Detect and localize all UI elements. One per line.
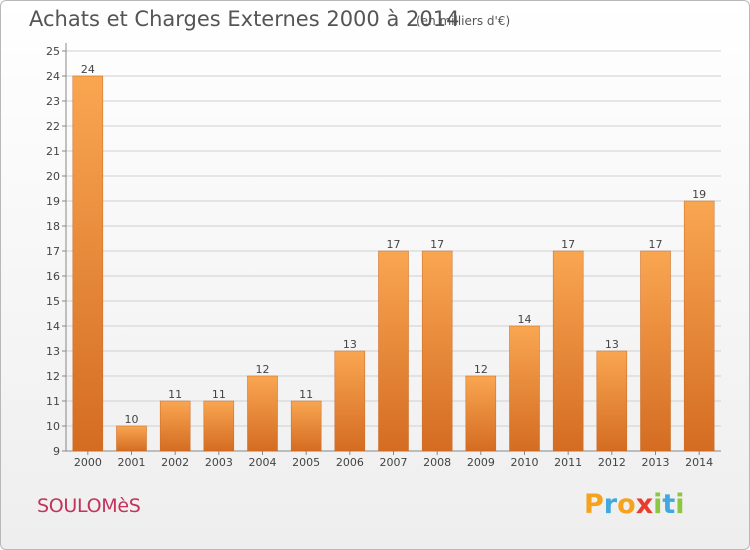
data-label-2012: 13 [605, 338, 619, 351]
x-tick-label-2012: 2012 [598, 456, 626, 469]
y-tick-label: 15 [46, 295, 60, 308]
y-tick-label: 11 [46, 395, 60, 408]
x-tick-label-2001: 2001 [118, 456, 146, 469]
x-tick-label-2003: 2003 [205, 456, 233, 469]
bar-2004 [247, 375, 278, 452]
x-tick-label-2013: 2013 [642, 456, 670, 469]
logo-letter: i [653, 489, 663, 520]
bar-2008 [421, 250, 453, 452]
bar-2000 [72, 75, 104, 452]
x-tick-label-2010: 2010 [511, 456, 539, 469]
labels: 9 10 11 12 13 14 15 16 17 18 19 20 21 22 23 24 25 24 2000 1… [46, 45, 713, 469]
data-label-2009: 12 [474, 363, 488, 376]
data-label-2008: 17 [430, 238, 444, 251]
y-tick-label: 17 [46, 245, 60, 258]
data-label-2004: 12 [256, 363, 270, 376]
bar-2010 [509, 325, 540, 452]
x-tick-label-2004: 2004 [249, 456, 277, 469]
y-tick-label: 14 [46, 320, 60, 333]
y-tick-label: 21 [46, 145, 60, 158]
logo-letter: i [675, 489, 685, 520]
bar-2006 [334, 350, 366, 452]
proxiti-logo[interactable]: Proxiti [584, 489, 685, 520]
commune-name: SOULOMèS [37, 495, 141, 517]
y-tick-label: 16 [46, 270, 60, 283]
x-tick-label-2000: 2000 [74, 456, 102, 469]
y-tick-label: 13 [46, 345, 60, 358]
x-tick-label-2006: 2006 [336, 456, 364, 469]
y-tick-label: 25 [46, 45, 60, 58]
logo-letter: o [617, 489, 636, 520]
y-tick-label: 23 [46, 95, 60, 108]
x-tick-label-2002: 2002 [161, 456, 189, 469]
data-label-2005: 11 [299, 388, 313, 401]
y-tick-label: 24 [46, 70, 60, 83]
y-tick-label: 12 [46, 370, 60, 383]
data-label-2011: 17 [561, 238, 575, 251]
data-label-2002: 11 [168, 388, 182, 401]
data-label-2000: 24 [81, 63, 95, 76]
data-label-2006: 13 [343, 338, 357, 351]
y-tick-label: 22 [46, 120, 60, 133]
logo-letter: P [584, 489, 604, 520]
bar-2007 [378, 250, 409, 452]
x-tick-label-2009: 2009 [467, 456, 495, 469]
chart-title: Achats et Charges Externes 2000 à 2014 [29, 7, 460, 31]
bar-2014 [683, 200, 715, 452]
x-tick-label-2014: 2014 [685, 456, 713, 469]
bar-2009 [465, 375, 497, 452]
data-label-2010: 14 [518, 313, 532, 326]
y-tick-label: 10 [46, 420, 60, 433]
data-label-2014: 19 [692, 188, 706, 201]
bar-2002 [159, 400, 191, 452]
data-label-2013: 17 [649, 238, 663, 251]
y-tick-label: 20 [46, 170, 60, 183]
chart-subtitle: (en milliers d'€) [416, 14, 511, 28]
logo-letter: t [662, 489, 676, 520]
data-label-2007: 17 [387, 238, 401, 251]
bar-2003 [203, 400, 235, 452]
y-tick-label: 19 [46, 195, 60, 208]
y-tick-label: 18 [46, 220, 60, 233]
bar-2001 [116, 425, 147, 452]
logo-letter: x [635, 489, 654, 520]
bars [72, 75, 715, 452]
bar-2013 [640, 250, 671, 452]
bar-2011 [552, 250, 584, 452]
x-tick-label-2008: 2008 [423, 456, 451, 469]
data-label-2001: 10 [125, 413, 139, 426]
logo-letter: r [603, 489, 618, 520]
x-tick-label-2011: 2011 [554, 456, 582, 469]
y-tick-label: 9 [53, 445, 60, 458]
bar-2012 [596, 350, 628, 452]
bar-2005 [290, 400, 322, 452]
data-label-2003: 11 [212, 388, 226, 401]
x-tick-label-2007: 2007 [380, 456, 408, 469]
x-tick-label-2005: 2005 [292, 456, 320, 469]
